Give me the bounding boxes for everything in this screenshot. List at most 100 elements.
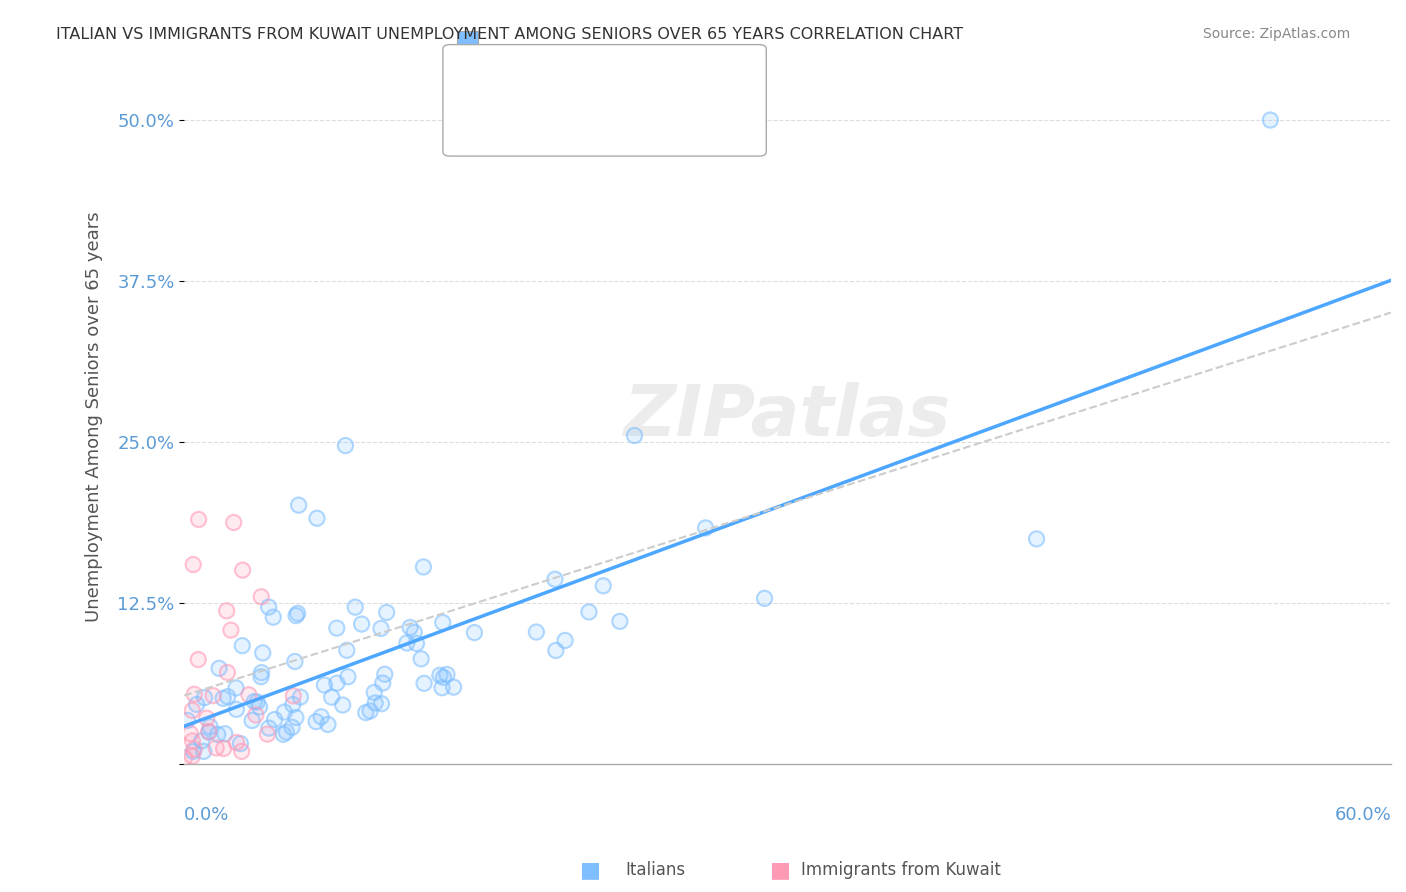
Point xyxy=(183,742,205,756)
Point xyxy=(198,720,221,734)
Point xyxy=(197,724,219,739)
Point xyxy=(305,511,328,525)
Text: 0.0%: 0.0% xyxy=(184,806,229,824)
Point xyxy=(176,714,198,728)
Point xyxy=(374,667,396,681)
Point xyxy=(354,706,377,720)
Point xyxy=(173,751,195,765)
Point xyxy=(232,563,254,577)
Point xyxy=(432,670,454,684)
Point xyxy=(754,591,776,606)
Point xyxy=(524,625,547,640)
Point xyxy=(281,698,304,712)
Text: R = 0.275  N = 27: R = 0.275 N = 27 xyxy=(485,103,637,120)
Point xyxy=(181,749,204,764)
Point xyxy=(374,667,396,681)
Text: ■: ■ xyxy=(770,860,790,880)
Point xyxy=(287,607,309,621)
Point xyxy=(443,680,465,694)
Point xyxy=(404,625,426,640)
Point xyxy=(305,511,328,525)
Point xyxy=(252,646,274,660)
Point xyxy=(609,615,631,629)
Point xyxy=(217,665,239,680)
Point xyxy=(309,710,332,724)
Point xyxy=(350,617,373,632)
Point xyxy=(284,710,307,724)
Point xyxy=(463,625,485,640)
Point xyxy=(195,711,218,725)
Point xyxy=(250,670,273,684)
Point xyxy=(250,670,273,684)
Point xyxy=(231,744,253,758)
Point xyxy=(326,621,349,635)
Point xyxy=(281,720,304,734)
Point xyxy=(524,625,547,640)
Point xyxy=(284,710,307,724)
Point xyxy=(181,734,204,748)
Point xyxy=(208,661,231,675)
Point xyxy=(370,622,392,636)
Point xyxy=(321,690,343,705)
Point xyxy=(214,727,236,741)
Point xyxy=(276,725,298,739)
Point xyxy=(1025,532,1047,546)
Point xyxy=(412,560,434,574)
Point xyxy=(229,737,252,751)
Point xyxy=(225,702,247,716)
Point xyxy=(284,655,307,669)
Point xyxy=(273,705,295,719)
Point xyxy=(1260,113,1282,128)
Point xyxy=(281,698,304,712)
Point xyxy=(245,708,267,723)
Point xyxy=(212,691,235,706)
Point xyxy=(370,697,392,711)
Point xyxy=(326,621,349,635)
Point xyxy=(193,744,215,758)
Point xyxy=(623,428,645,442)
Point xyxy=(180,727,202,741)
Point xyxy=(249,699,271,714)
Point xyxy=(290,690,312,704)
Point xyxy=(285,608,308,623)
Point xyxy=(336,643,359,657)
Point xyxy=(592,579,614,593)
Point xyxy=(395,636,418,650)
Point xyxy=(198,725,221,739)
Point xyxy=(350,617,373,632)
Point xyxy=(336,670,359,684)
Point xyxy=(232,563,254,577)
Point xyxy=(257,721,280,735)
Point xyxy=(554,633,576,648)
Point xyxy=(443,680,465,694)
Point xyxy=(364,696,387,710)
Point xyxy=(243,695,266,709)
Point xyxy=(193,744,215,758)
Point xyxy=(202,689,225,703)
Point xyxy=(314,678,336,692)
Point xyxy=(404,625,426,640)
Point xyxy=(208,661,231,675)
Point xyxy=(238,688,260,702)
Point xyxy=(217,690,239,704)
Text: ■: ■ xyxy=(581,860,600,880)
Point xyxy=(578,605,600,619)
Point xyxy=(250,590,273,604)
Point xyxy=(222,516,245,530)
Point xyxy=(287,607,309,621)
Point xyxy=(359,704,381,718)
Point xyxy=(554,633,576,648)
Point xyxy=(225,681,247,695)
Text: 60.0%: 60.0% xyxy=(1334,806,1391,824)
Point xyxy=(695,521,717,535)
Point xyxy=(364,696,387,710)
Y-axis label: Unemployment Among Seniors over 65 years: Unemployment Among Seniors over 65 years xyxy=(86,211,103,622)
Point xyxy=(246,695,269,709)
Point xyxy=(257,600,280,615)
Point xyxy=(359,704,381,718)
Point xyxy=(592,579,614,593)
Point xyxy=(202,689,225,703)
Point xyxy=(187,512,209,526)
Point xyxy=(190,734,212,748)
Point xyxy=(181,703,204,717)
